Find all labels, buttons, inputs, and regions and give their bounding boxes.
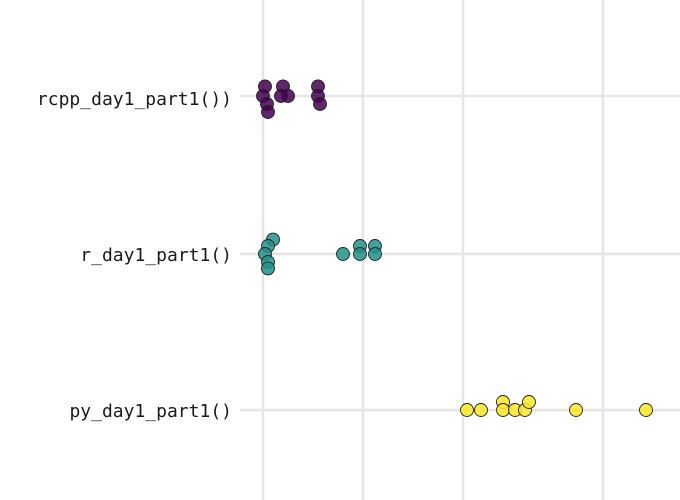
grid-lines [240, 0, 680, 500]
y-tick-label-rcpp: rcpp_day1_part1()) [37, 89, 232, 110]
data-point [368, 247, 382, 261]
data-point [460, 403, 474, 417]
data-point [353, 247, 367, 261]
data-point [261, 261, 275, 276]
y-axis-tick-labels: rcpp_day1_part1()) r_day1_part1() py_day… [37, 89, 232, 422]
data-point [281, 89, 295, 103]
data-point [474, 403, 488, 417]
data-point [313, 97, 327, 111]
series-2 [460, 395, 653, 417]
series-1 [258, 232, 382, 276]
y-tick-label-r: r_day1_part1() [80, 245, 232, 266]
data-point [569, 403, 583, 417]
data-point [522, 395, 536, 409]
series-0 [256, 79, 327, 119]
data-point [261, 105, 275, 119]
y-tick-label-py: py_day1_part1() [69, 401, 232, 422]
data-point [496, 403, 510, 417]
data-points [256, 79, 653, 417]
data-point [639, 403, 653, 417]
data-point [336, 247, 350, 261]
